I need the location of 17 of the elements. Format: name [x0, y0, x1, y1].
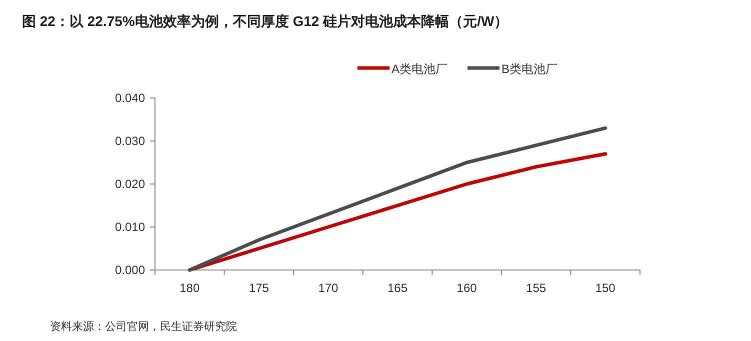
y-tick-label: 0.010 [114, 220, 146, 234]
x-tick-label: 170 [318, 281, 339, 295]
x-tick-label: 165 [387, 281, 408, 295]
legend-label: B类电池厂 [502, 62, 558, 76]
line-series [188, 126, 608, 272]
chart-title: 图 22：以 22.75%电池效率为例，不同厚度 G12 硅片对电池成本降幅（元/W） [22, 13, 508, 29]
y-tick-label: 0.000 [114, 263, 146, 277]
y-tick-label: 0.030 [114, 134, 146, 148]
x-tick-label: 160 [456, 281, 478, 295]
y-tick-label: 0.040 [114, 91, 146, 105]
x-tick-label: 180 [180, 281, 200, 295]
y-tick-label: 0.020 [114, 177, 146, 191]
text: 资料来源：公司官网，民生证券研究院 [50, 320, 237, 333]
x-tick-label: 175 [248, 281, 270, 295]
legend-label: A类电池厂 [392, 62, 448, 76]
x-tick-label: 150 [595, 281, 616, 295]
x-tick-label: 155 [526, 281, 546, 295]
